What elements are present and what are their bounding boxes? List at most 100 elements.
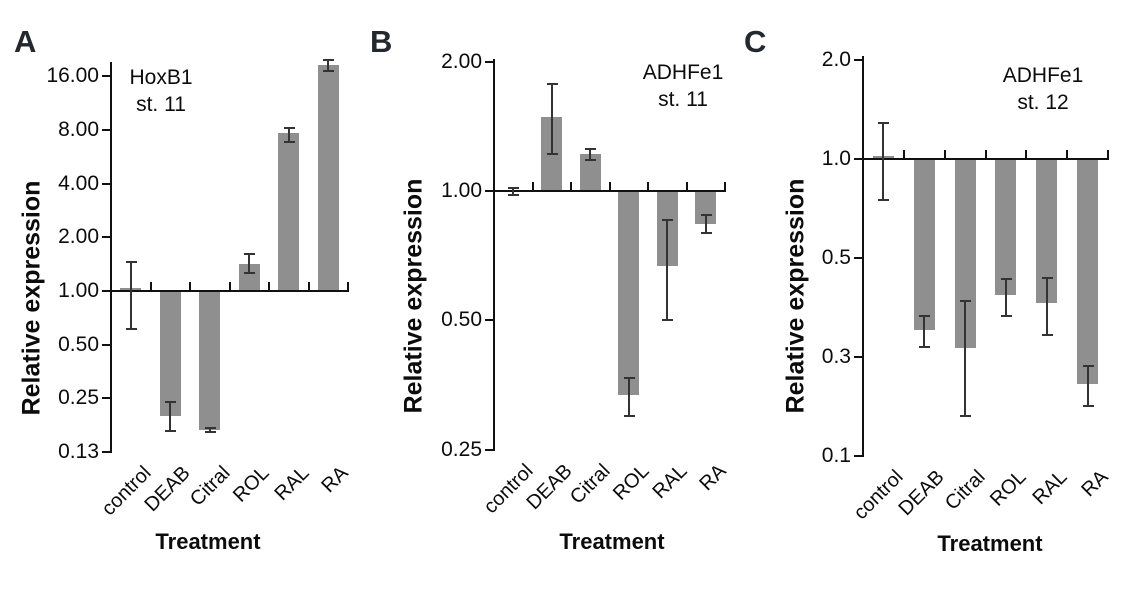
y-tick-a xyxy=(102,236,111,239)
y-tick-label-c: 2.0 xyxy=(821,48,851,72)
y-tick-a xyxy=(102,397,111,400)
panel-letter-a: A xyxy=(14,24,37,59)
y-axis-c xyxy=(862,56,864,457)
error-bar-b-ra xyxy=(704,215,707,233)
error-cap-bottom-a xyxy=(323,70,335,73)
error-bar-a-ral xyxy=(287,127,290,143)
x-baseline-b xyxy=(493,190,726,192)
bar-c-ra xyxy=(1077,159,1099,385)
error-cap-top-b xyxy=(662,219,674,222)
error-cap-top-c xyxy=(1000,278,1012,281)
x-tick-a xyxy=(268,282,270,291)
y-tick-label-a: 0.13 xyxy=(58,440,99,464)
error-cap-bottom-c xyxy=(960,415,972,418)
error-bar-b-ral xyxy=(666,220,669,321)
error-bar-a-citral xyxy=(208,427,211,432)
y-tick-label-a: 16.00 xyxy=(46,64,99,88)
error-bar-c-control xyxy=(882,122,885,201)
error-bar-c-rol xyxy=(1004,279,1007,316)
bar-a-ral xyxy=(278,132,300,291)
x-tick-b xyxy=(647,182,649,191)
error-cap-top-b xyxy=(546,83,558,86)
bar-a-deab xyxy=(159,291,181,416)
error-bar-b-citral xyxy=(589,149,592,161)
y-tick-a xyxy=(102,128,111,131)
panel-title-a: HoxB1 st. 11 xyxy=(129,64,192,118)
error-cap-bottom-b xyxy=(546,152,558,155)
error-cap-bottom-a xyxy=(283,141,295,144)
error-cap-top-b xyxy=(623,376,635,379)
x-tick-b xyxy=(724,182,726,191)
error-cap-bottom-b xyxy=(700,231,712,234)
error-bar-a-deab xyxy=(169,401,172,432)
error-cap-top-b xyxy=(585,148,597,151)
y-tick-a xyxy=(102,75,111,78)
bar-c-rol xyxy=(995,159,1017,295)
x-tick-b xyxy=(608,182,611,191)
panel-title-c-line1: ADHFe1 xyxy=(1002,64,1084,87)
error-cap-top-a xyxy=(204,426,216,429)
error-bar-b-rol xyxy=(627,377,630,416)
bar-a-citral xyxy=(199,291,221,430)
error-cap-top-a xyxy=(165,400,177,403)
error-cap-top-a xyxy=(283,126,295,129)
y-axis-b xyxy=(493,58,495,451)
error-cap-bottom-c xyxy=(919,345,931,348)
x-baseline-c xyxy=(862,158,1109,160)
x-axis-label-c: Treatment xyxy=(937,531,1043,556)
x-tick-a xyxy=(307,282,310,291)
x-tick-c xyxy=(1066,150,1069,159)
bar-c-ral xyxy=(1036,159,1058,304)
x-tick-a xyxy=(347,282,349,291)
y-tick-label-b: 0.25 xyxy=(441,437,482,461)
y-tick-label-a: 1.00 xyxy=(58,279,99,302)
y-tick-label-a: 8.00 xyxy=(58,117,99,141)
x-tick-c xyxy=(1025,150,1028,159)
error-cap-bottom-a xyxy=(165,430,177,433)
y-tick-b xyxy=(485,60,494,63)
error-cap-top-c xyxy=(919,315,931,318)
y-tick-label-c: 0.5 xyxy=(821,245,851,269)
panel-title-b-line1: ADHFe1 xyxy=(642,61,724,84)
error-cap-top-c xyxy=(878,121,890,124)
panel-title-c-line2: st. 12 xyxy=(1017,91,1069,114)
error-bar-a-control xyxy=(129,262,132,330)
error-bar-b-control xyxy=(512,188,515,196)
y-tick-a xyxy=(102,451,111,454)
panel-title-a-line2: st. 11 xyxy=(136,93,186,116)
error-bar-c-deab xyxy=(923,316,926,347)
panel-title-a-line1: HoxB1 xyxy=(129,66,193,89)
x-tick-a xyxy=(228,282,231,291)
y-tick-label-a: 0.50 xyxy=(58,332,99,356)
x-baseline-a xyxy=(110,290,349,292)
y-tick-label-c: 0.3 xyxy=(821,344,851,368)
error-cap-bottom-a xyxy=(204,430,216,433)
x-tick-a xyxy=(149,282,152,291)
y-tick-label-b: 0.50 xyxy=(441,308,482,332)
y-tick-label-b: 1.00 xyxy=(441,179,482,202)
error-cap-top-b xyxy=(700,214,712,217)
error-cap-top-c xyxy=(1082,365,1094,368)
x-tick-a xyxy=(189,282,191,291)
y-tick-c xyxy=(854,355,863,358)
y-tick-label-c: 1.0 xyxy=(821,147,851,170)
y-tick-b xyxy=(485,319,494,322)
y-tick-label-b: 2.00 xyxy=(441,49,482,73)
y-tick-c xyxy=(854,256,863,259)
panel-letter-b: B xyxy=(370,24,393,59)
error-cap-bottom-b xyxy=(623,414,635,417)
error-cap-top-a xyxy=(125,261,137,264)
y-tick-a xyxy=(102,182,111,185)
y-tick-label-a: 4.00 xyxy=(58,171,99,195)
error-cap-bottom-a xyxy=(125,328,137,331)
x-tick-b xyxy=(570,182,572,191)
error-cap-top-b xyxy=(508,187,520,190)
bar-b-citral xyxy=(579,153,601,191)
error-bar-b-deab xyxy=(550,84,553,154)
x-axis-label-b: Treatment xyxy=(559,529,665,554)
x-tick-c xyxy=(984,150,987,159)
y-tick-label-c: 0.1 xyxy=(821,443,851,467)
y-tick-c xyxy=(854,158,863,160)
